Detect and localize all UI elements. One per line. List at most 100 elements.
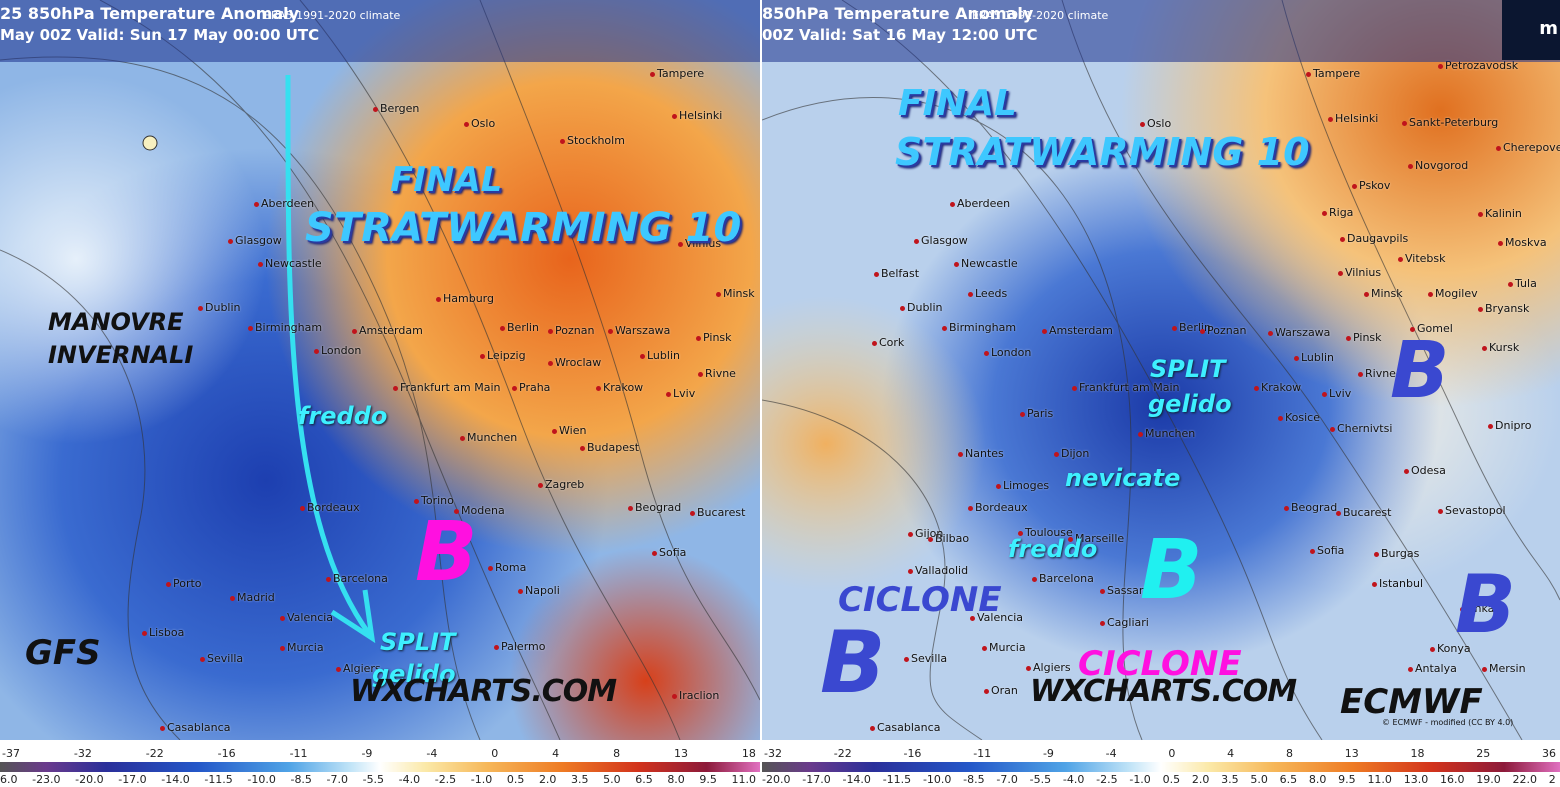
colorbar-bottom-label: -17.0 <box>118 773 147 786</box>
colorbar-bottom-label: 2.0 <box>538 773 557 786</box>
valid-time: 00Z Valid: Sat 16 May 12:00 UTC <box>762 26 1038 44</box>
colorbar-bottom-label: -17.0 <box>802 773 831 786</box>
city-label: Sevilla <box>904 652 947 665</box>
map-annotation: SPLIT <box>380 628 456 656</box>
city-label: Lublin <box>1294 351 1334 364</box>
city-label: Berlin <box>500 321 539 334</box>
city-label: Amsterdam <box>1042 324 1113 337</box>
colorbar-top-labels: -32 -22 -16 -11 -9 -4 0 4 8 13 18 25 36 <box>762 747 1556 760</box>
city-label: Mogilev <box>1428 287 1478 300</box>
colorbar-bottom-label: 2 <box>1548 773 1556 786</box>
city-label: London <box>314 344 361 357</box>
city-label: Daugavpils <box>1340 232 1408 245</box>
city-label: Birmingham <box>942 321 1016 334</box>
city-label: Aberdeen <box>950 197 1010 210</box>
map-annotation: freddo <box>1008 535 1098 563</box>
city-label: Helsinki <box>1328 112 1378 125</box>
city-label: Vilnius <box>678 237 721 250</box>
city-label: Leeds <box>968 287 1007 300</box>
city-label: Frankfurt am Main <box>1072 381 1180 394</box>
colorbar-bottom-labels: 6.0 -23.0 -20.0 -17.0 -14.0 -11.5 -10.0 -8.5 -7.… <box>0 773 756 786</box>
city-label: Bordeaux <box>300 501 360 514</box>
city-label: Dublin <box>198 301 241 314</box>
city-label: Poznan <box>1200 324 1246 337</box>
city-label: Warszawa <box>608 324 670 337</box>
city-label: Burgas <box>1374 547 1419 560</box>
city-label: Newcastle <box>258 257 322 270</box>
colorbar-bottom-label: 5.0 <box>1250 773 1268 786</box>
city-label: Barcelona <box>326 572 388 585</box>
city-label: Tampere <box>650 67 704 80</box>
map-annotation: B <box>1455 558 1516 651</box>
city-label: Krakow <box>1254 381 1301 394</box>
city-label: Novgorod <box>1408 159 1468 172</box>
city-label: Kursk <box>1482 341 1519 354</box>
city-label: Bilbao <box>928 532 969 545</box>
city-label: Aberdeen <box>254 197 314 210</box>
city-label: Iraclion <box>672 689 719 702</box>
city-label: Sofia <box>652 546 686 559</box>
city-label: Rivne <box>698 367 736 380</box>
city-label: Munchen <box>1138 427 1195 440</box>
city-label: Newcastle <box>954 257 1018 270</box>
colorbar-top-label: 13 <box>674 747 688 760</box>
city-label: Sevilla <box>200 652 243 665</box>
city-label: Cagliari <box>1100 616 1149 629</box>
climate-note: ERA5 1991-2020 climate <box>264 9 401 22</box>
colorbar-bottom-label: -4.0 <box>398 773 421 786</box>
city-label: Belfast <box>874 267 919 280</box>
city-label: Nantes <box>958 447 1004 460</box>
city-label: Chernivtsi <box>1330 422 1392 435</box>
colorbar-bottom-label: -7.0 <box>996 773 1018 786</box>
city-label: Algiers <box>1026 661 1071 674</box>
colorbar-top-label: 0 <box>1168 747 1176 760</box>
colorbar-top-label: 25 <box>1476 747 1491 760</box>
city-label: Porto <box>166 577 202 590</box>
city-label: Lviv <box>666 387 695 400</box>
city-label: Torino <box>414 494 454 507</box>
city-label: Casablanca <box>870 721 940 734</box>
colorbar-bottom-label: -7.0 <box>326 773 348 786</box>
colorbar-top-label: -37 <box>2 747 20 760</box>
colorbar-top-label: -32 <box>764 747 782 760</box>
city-label: Paris <box>1020 407 1053 420</box>
city-label: Roma <box>488 561 526 574</box>
left-map-panel: -37 -32 -22 -16 -11 -9 -4 0 4 8 13 18 6.0 -23.0 -20.0… <box>0 0 760 787</box>
logo: m <box>1502 0 1560 60</box>
colorbar-bottom-label: 6.0 <box>0 773 18 786</box>
map-annotation: B <box>1140 523 1203 618</box>
map-annotation: SPLIT <box>1150 355 1226 383</box>
city-label: Madrid <box>230 591 275 604</box>
city-label: Minsk <box>716 287 755 300</box>
colorbar-top-labels: -37 -32 -22 -16 -11 -9 -4 0 4 8 13 18 <box>0 747 756 760</box>
colorbar-top-label: -32 <box>73 747 92 760</box>
map-annotation: B <box>820 613 886 713</box>
colorbar-strip <box>762 762 1560 772</box>
city-label: Gijon <box>908 527 943 540</box>
city-label: Mersin <box>1482 662 1526 675</box>
city-label: Minsk <box>1364 287 1403 300</box>
city-label: Oslo <box>464 117 495 130</box>
city-label: Casablanca <box>160 721 230 734</box>
city-label: Lviv <box>1322 387 1351 400</box>
colorbar-bottom-label: 0.5 <box>506 773 525 786</box>
city-label: Valladolid <box>908 564 968 577</box>
colorbar-top-label: -11 <box>289 747 308 760</box>
colorbar-top-label: 0 <box>491 747 499 760</box>
colorbar-top-label: 18 <box>741 747 756 760</box>
right-map-panel: © ECMWF - modified (CC BY 4.0) -32 -22 -16… <box>762 0 1560 787</box>
map-annotation: INVERNALI <box>48 341 194 369</box>
city-label: Odesa <box>1404 464 1446 477</box>
city-label: Kalinin <box>1478 207 1522 220</box>
colorbar-top-label: 13 <box>1344 747 1359 760</box>
city-label: Lisboa <box>142 626 184 639</box>
city-label: Lublin <box>640 349 680 362</box>
colorbar-bottom-label: -5.5 <box>362 773 385 786</box>
city-label: Birmingham <box>248 321 322 334</box>
city-label: Bucarest <box>690 506 745 519</box>
colorbar-bottom-label: 5.0 <box>603 773 621 786</box>
city-label: Valencia <box>280 611 333 624</box>
colorbar-bottom-label: 3.5 <box>1221 773 1239 786</box>
map-annotation: STRATWARMING 10 <box>305 205 742 251</box>
colorbar-bottom-label: 0.5 <box>1162 773 1181 786</box>
